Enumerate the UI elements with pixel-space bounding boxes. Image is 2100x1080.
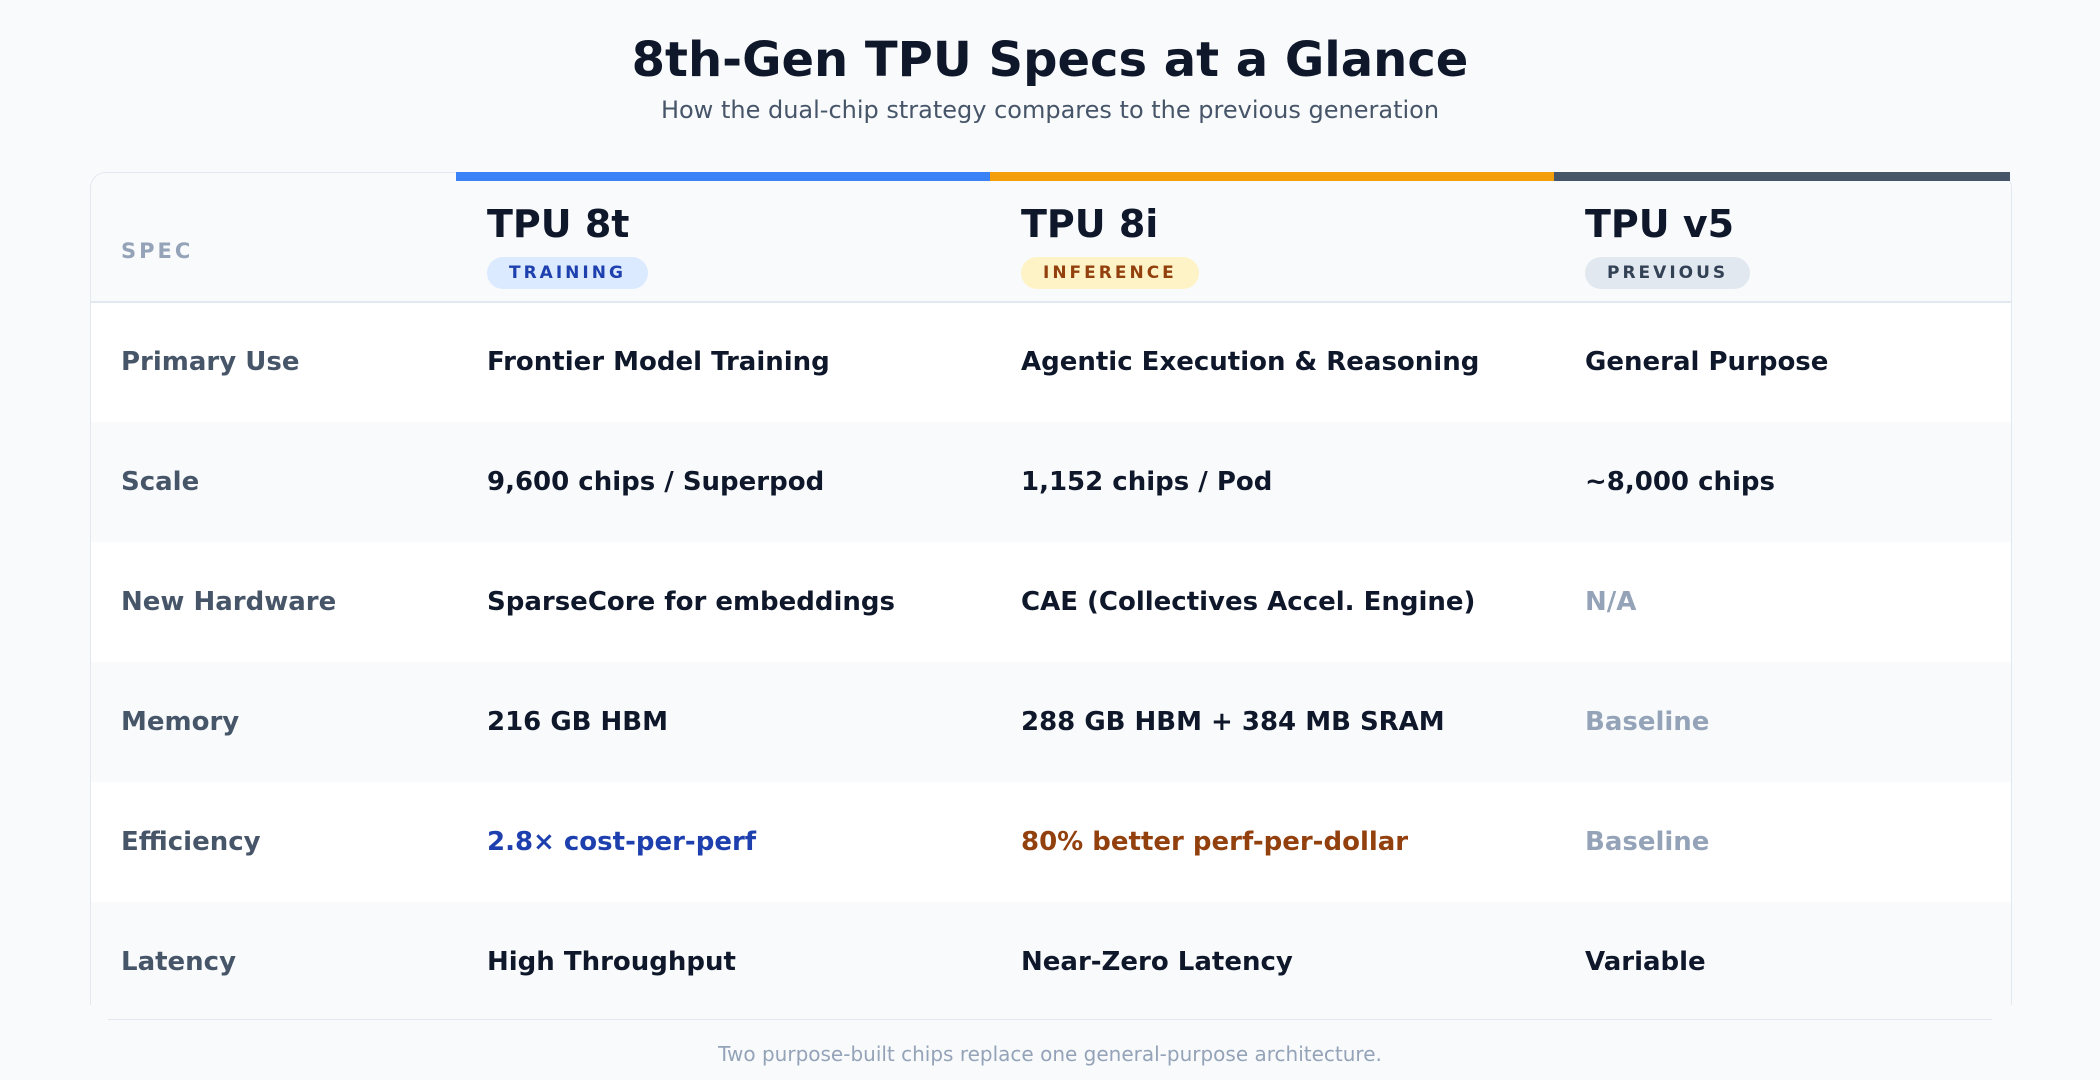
footnote: Two purpose-built chips replace one gene… bbox=[718, 1042, 1382, 1066]
table-row-scale: Scale 9,600 chips / Superpod 1,152 chips… bbox=[91, 422, 2011, 542]
cell-tpu-8i: CAE (Collectives Accel. Engine) bbox=[1021, 587, 1476, 617]
cell-tpu-8t: 9,600 chips / Superpod bbox=[487, 467, 825, 497]
page-title: 8th-Gen TPU Specs at a Glance bbox=[631, 32, 1469, 88]
table-row-primary-use: Primary Use Frontier Model Training Agen… bbox=[91, 302, 2011, 422]
footer-divider bbox=[108, 1019, 1992, 1020]
spec-column-header: SPEC bbox=[121, 239, 194, 263]
cell-tpu-v5: General Purpose bbox=[1585, 347, 1829, 377]
spec-comparison-table: SPEC TPU 8t TRAINING TPU 8i INFERENCE TP… bbox=[90, 172, 2012, 1005]
cell-tpu-8t: Frontier Model Training bbox=[487, 347, 830, 377]
previous-badge: PREVIOUS bbox=[1585, 257, 1751, 289]
cell-tpu-8i: 288 GB HBM + 384 MB SRAM bbox=[1021, 707, 1445, 737]
table-row-new-hardware: New Hardware SparseCore for embeddings C… bbox=[91, 542, 2011, 662]
cell-tpu-v5: Baseline bbox=[1585, 827, 1710, 857]
cell-tpu-v5: Baseline bbox=[1585, 707, 1710, 737]
page-subtitle: How the dual-chip strategy compares to t… bbox=[660, 96, 1440, 124]
row-label: Memory bbox=[121, 707, 240, 737]
inference-accent-bar bbox=[990, 172, 1554, 181]
row-label: Scale bbox=[121, 467, 200, 497]
cell-tpu-8t: 216 GB HBM bbox=[487, 707, 668, 737]
chip-name: TPU 8t bbox=[487, 202, 630, 246]
training-accent-bar bbox=[456, 172, 990, 181]
table-row-memory: Memory 216 GB HBM 288 GB HBM + 384 MB SR… bbox=[91, 662, 2011, 782]
previous-accent-bar bbox=[1554, 172, 2010, 181]
cell-tpu-8i: 80% better perf-per-dollar bbox=[1021, 827, 1409, 857]
table-row-efficiency: Efficiency 2.8× cost-per-perf 80% better… bbox=[91, 782, 2011, 902]
inference-badge: INFERENCE bbox=[1021, 257, 1199, 289]
row-label: Latency bbox=[121, 947, 237, 977]
cell-tpu-v5: N/A bbox=[1585, 587, 1637, 617]
cell-tpu-v5: Variable bbox=[1585, 947, 1706, 977]
cell-tpu-8t: High Throughput bbox=[487, 947, 736, 977]
chip-name: TPU 8i bbox=[1021, 202, 1159, 246]
column-header-tpu-8t: TPU 8t TRAINING bbox=[487, 201, 648, 289]
cell-tpu-8t: SparseCore for embeddings bbox=[487, 587, 896, 617]
column-header-tpu-8i: TPU 8i INFERENCE bbox=[1021, 201, 1199, 289]
row-label: New Hardware bbox=[121, 587, 337, 617]
cell-tpu-8t: 2.8× cost-per-perf bbox=[487, 827, 757, 857]
row-label: Primary Use bbox=[121, 347, 300, 377]
row-label: Efficiency bbox=[121, 827, 261, 857]
table-row-latency: Latency High Throughput Near-Zero Latenc… bbox=[91, 902, 2011, 1005]
cell-tpu-8i: Agentic Execution & Reasoning bbox=[1021, 347, 1480, 377]
chip-name: TPU v5 bbox=[1585, 202, 1735, 246]
cell-tpu-8i: Near-Zero Latency bbox=[1021, 947, 1293, 977]
cell-tpu-8i: 1,152 chips / Pod bbox=[1021, 467, 1273, 497]
column-header-tpu-v5: TPU v5 PREVIOUS bbox=[1585, 201, 1751, 289]
table-header-row: SPEC TPU 8t TRAINING TPU 8i INFERENCE TP… bbox=[91, 173, 2011, 303]
cell-tpu-v5: ~8,000 chips bbox=[1585, 467, 1775, 497]
training-badge: TRAINING bbox=[487, 257, 648, 289]
